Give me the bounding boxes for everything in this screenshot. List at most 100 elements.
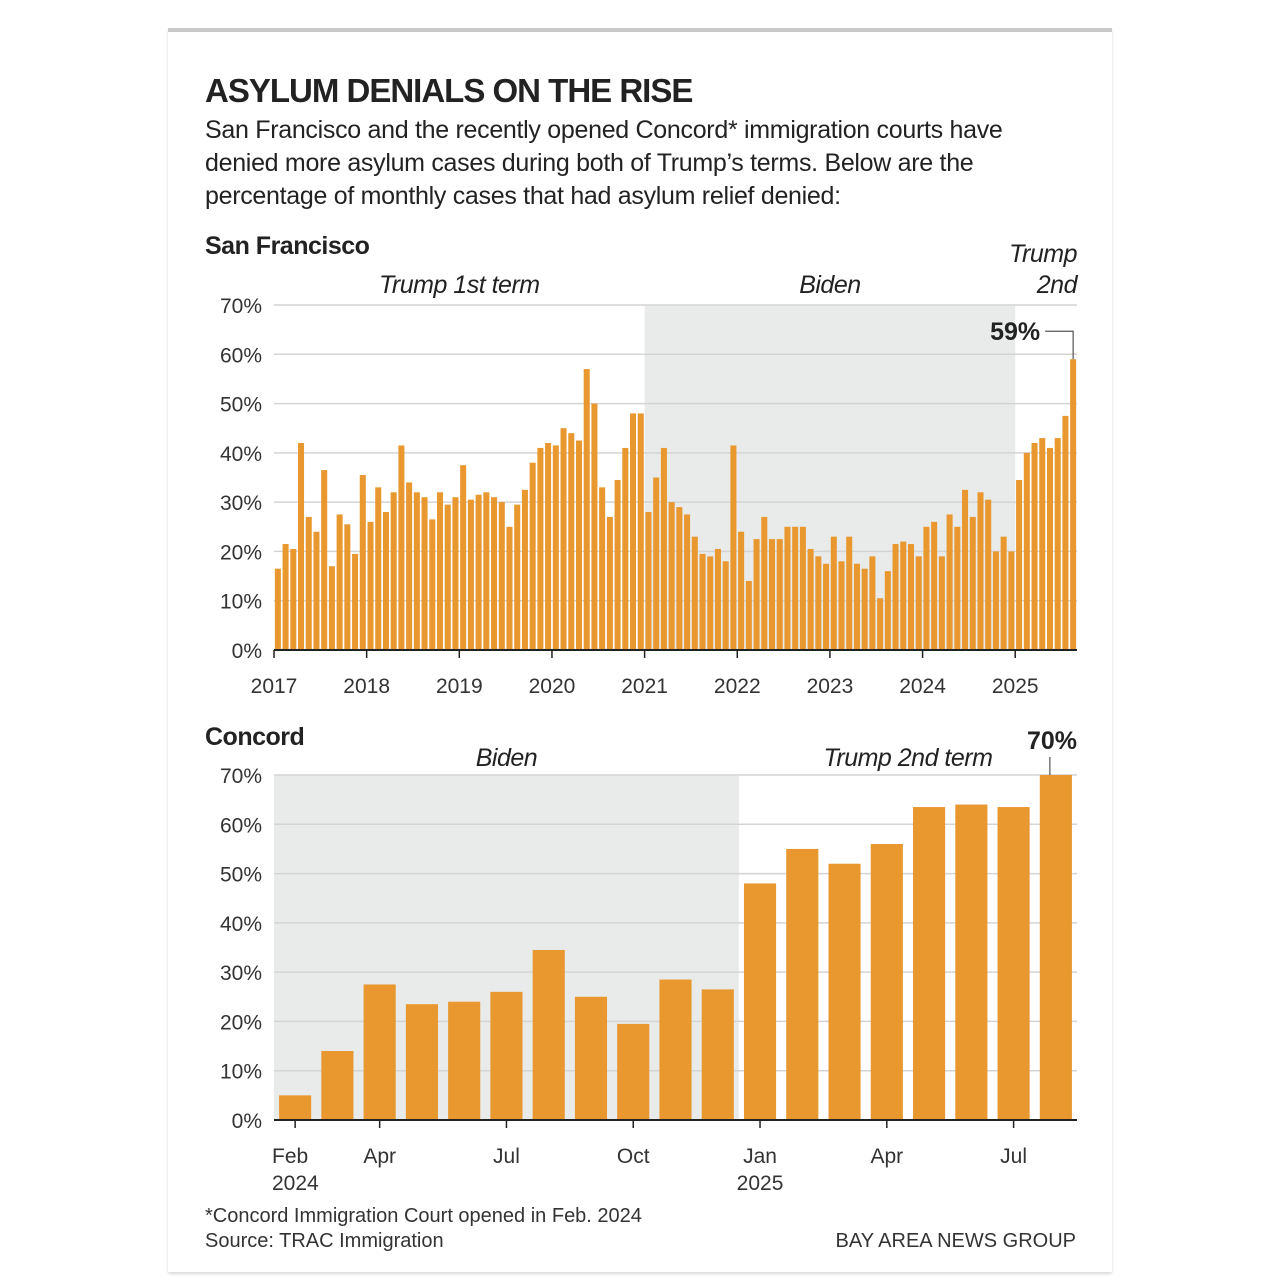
bar xyxy=(448,1001,481,1120)
y-tick-label: 70% xyxy=(220,765,262,788)
bar xyxy=(591,403,598,650)
bar xyxy=(436,492,444,650)
bar xyxy=(1039,775,1072,1120)
bar xyxy=(954,526,961,650)
bar xyxy=(645,512,652,650)
bar xyxy=(659,979,692,1120)
bar xyxy=(722,561,729,650)
y-tick-label: 70% xyxy=(220,295,262,318)
bar xyxy=(691,536,698,650)
y-tick-label: 10% xyxy=(220,591,262,614)
bar xyxy=(915,556,922,650)
bar xyxy=(483,492,490,650)
bar xyxy=(532,949,565,1120)
bar xyxy=(745,581,752,650)
bar xyxy=(413,492,420,650)
bar xyxy=(761,516,768,650)
bar xyxy=(560,428,567,650)
bar xyxy=(574,996,608,1120)
x-tick-label: 2021 xyxy=(621,675,668,698)
bar xyxy=(575,440,582,650)
y-tick-label: 40% xyxy=(220,443,262,466)
bar xyxy=(869,556,876,650)
bar xyxy=(769,539,776,650)
bar xyxy=(1070,359,1077,650)
bar xyxy=(684,514,691,650)
bar xyxy=(622,447,629,650)
bar xyxy=(363,984,396,1120)
bar xyxy=(738,531,745,650)
bar xyxy=(1062,415,1069,650)
bar xyxy=(792,526,799,650)
x-tick-label: Feb 2024 xyxy=(272,1145,319,1195)
x-tick-label: Jul xyxy=(1000,1145,1027,1168)
bar xyxy=(344,524,351,650)
bar xyxy=(707,556,714,650)
bar xyxy=(870,844,903,1120)
bar xyxy=(614,479,621,650)
bar xyxy=(406,482,413,650)
bar xyxy=(776,539,783,650)
y-tick-label: 30% xyxy=(220,962,262,985)
bar xyxy=(1031,443,1038,650)
bar xyxy=(668,502,675,650)
bar xyxy=(637,413,644,650)
bar xyxy=(460,465,467,650)
bar xyxy=(444,504,451,650)
y-tick-label: 20% xyxy=(220,541,262,564)
period-label: Trump 2nd term xyxy=(823,744,992,772)
bar xyxy=(382,512,389,650)
bar xyxy=(352,553,359,650)
bar xyxy=(714,548,721,650)
bar xyxy=(799,526,806,650)
bar xyxy=(421,497,428,650)
x-tick-label: 2022 xyxy=(714,675,761,698)
bar xyxy=(962,489,969,650)
bar xyxy=(955,804,988,1120)
bar xyxy=(552,445,559,650)
bar xyxy=(398,445,405,650)
bar xyxy=(429,519,436,650)
x-tick-label: Jan 2025 xyxy=(737,1145,784,1195)
subtitle: San Francisco and the recently opened Co… xyxy=(205,116,1003,210)
bar xyxy=(969,516,976,650)
leader-line xyxy=(1045,330,1074,360)
bar xyxy=(359,475,366,650)
bar xyxy=(1008,551,1015,650)
bar xyxy=(907,544,915,650)
bar xyxy=(823,563,830,650)
bar xyxy=(807,548,814,650)
bar xyxy=(892,544,899,650)
bar xyxy=(328,566,335,650)
y-tick-label: 30% xyxy=(220,492,262,515)
bar xyxy=(877,598,884,650)
bar xyxy=(537,447,544,650)
bar xyxy=(521,489,528,650)
bar xyxy=(1054,438,1061,650)
y-tick-label: 50% xyxy=(220,394,262,417)
bar xyxy=(923,526,930,650)
bar xyxy=(699,553,706,650)
bar xyxy=(467,499,474,650)
bar xyxy=(1016,479,1023,650)
bar xyxy=(884,571,891,650)
y-tick-label: 20% xyxy=(220,1011,262,1034)
bar xyxy=(606,516,613,650)
bar xyxy=(475,494,482,650)
bar xyxy=(375,487,382,650)
chart-title: Concord xyxy=(205,723,304,751)
bar xyxy=(676,507,683,650)
y-tick-label: 40% xyxy=(220,913,262,936)
bar xyxy=(1046,447,1053,650)
bar xyxy=(660,447,667,650)
bar xyxy=(321,470,328,650)
y-tick-label: 0% xyxy=(232,640,262,663)
bar xyxy=(828,863,861,1120)
bar xyxy=(514,504,521,650)
bar xyxy=(367,521,374,650)
bar xyxy=(838,561,845,650)
x-tick-label: 2024 xyxy=(899,675,946,698)
y-tick-label: 10% xyxy=(220,1061,262,1084)
title: ASYLUM DENIALS ON THE RISE xyxy=(205,72,692,109)
